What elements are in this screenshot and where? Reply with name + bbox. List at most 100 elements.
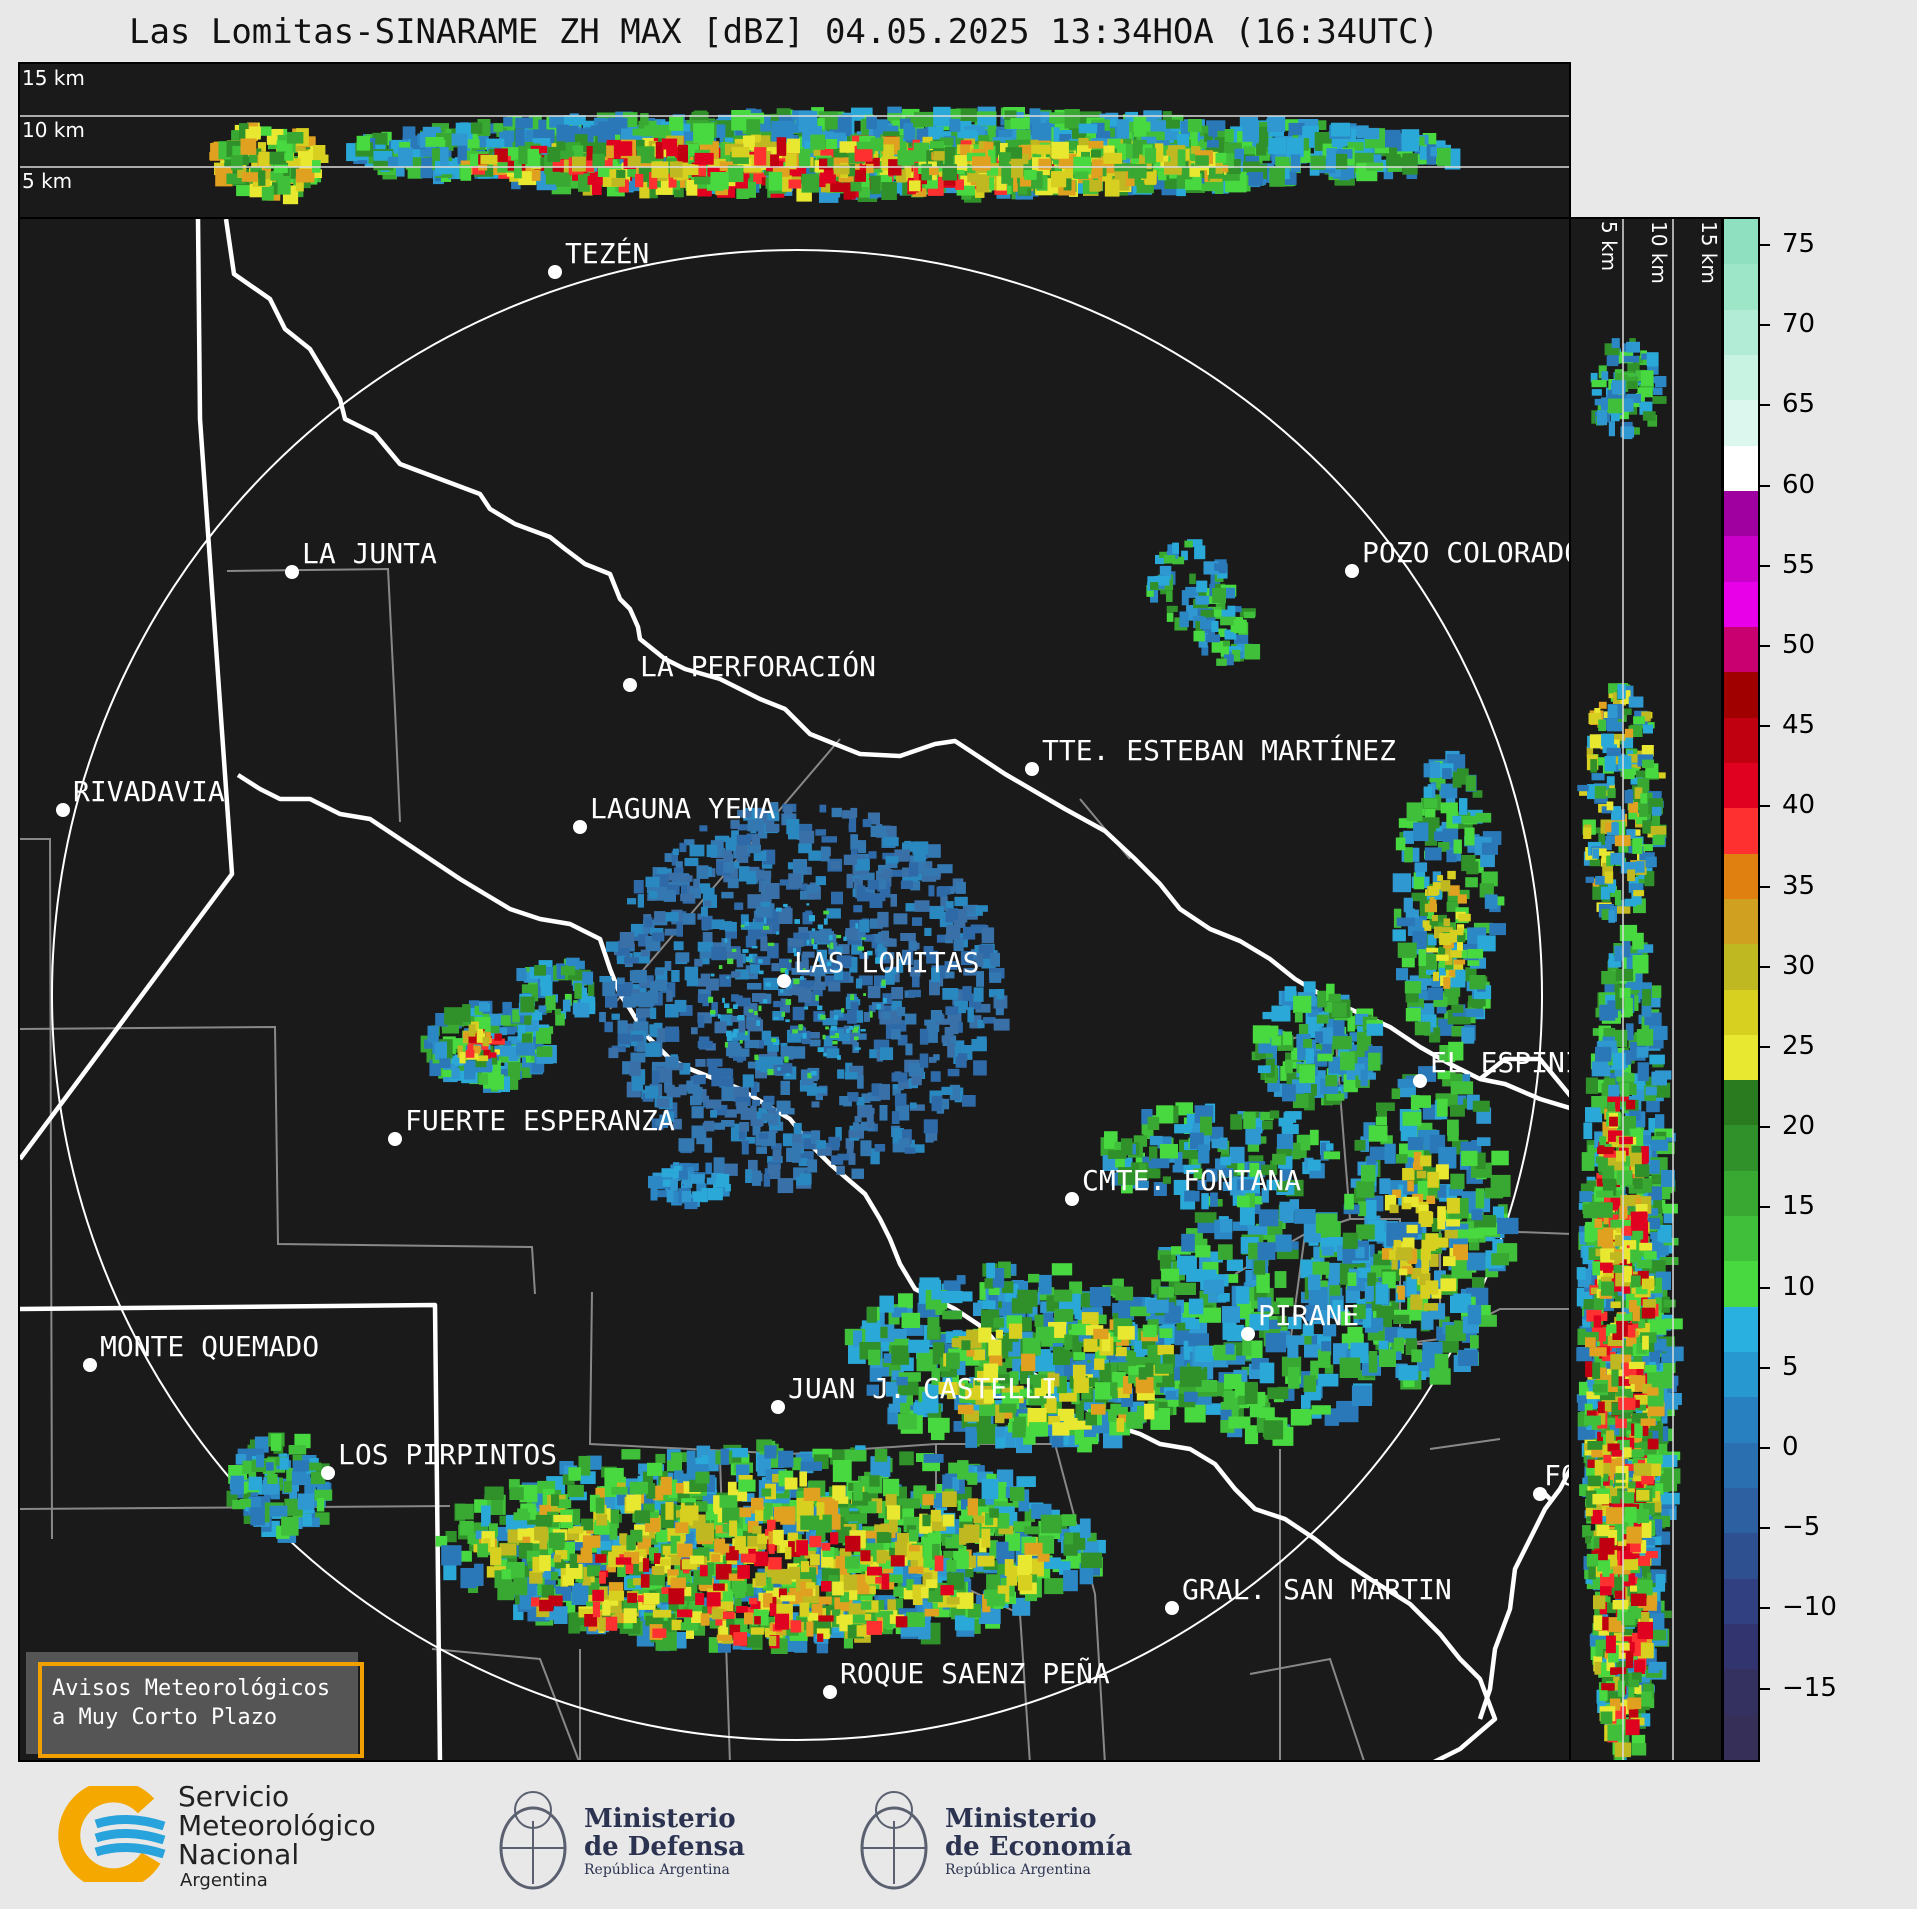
echo-cell [898,1079,912,1089]
echo-cell [669,116,684,131]
echo-cell [738,997,751,1007]
echo-cell [1002,1335,1013,1352]
echo-cell [501,1569,511,1580]
echo-cell [269,151,287,165]
echo-cell [1165,1390,1182,1400]
echo-cell [925,844,941,858]
echo-cell [717,1014,721,1019]
echo-cell [868,851,877,859]
echo-cell [699,883,711,894]
echo-cell [919,1053,929,1068]
echo-cell [959,1527,967,1545]
echo-cell [707,1604,716,1615]
echo-cell [1386,154,1401,166]
echo-cell [922,1514,931,1527]
echo-cell [962,1095,976,1107]
echo-cell [956,1275,966,1285]
echo-cell [1078,137,1089,149]
echo-cell [832,1609,841,1628]
echo-cell [764,1562,774,1578]
echo-cell [787,1612,799,1626]
echo-cell [899,141,907,155]
echo-cell [373,150,393,161]
echo-cell [714,835,730,842]
echo-cell [760,1062,774,1073]
echo-cell [747,925,755,937]
echo-cell [803,1544,817,1552]
echo-cell [811,928,816,932]
echo-cell [550,159,564,167]
echo-cell [829,1010,837,1024]
echo-cell [738,1129,746,1140]
echo-cell [931,967,940,983]
echo-cell [891,1072,908,1082]
echo-cell [592,1601,600,1618]
echo-cell [649,981,658,992]
echo-cell [1157,119,1180,129]
echo-cell [619,1533,628,1544]
altitude-label-10km: 10 km [22,118,85,142]
echo-cell [655,1119,670,1126]
echo-cell [848,1130,861,1138]
echo-cell [1243,146,1255,160]
echo-cell [1110,1403,1128,1416]
echo-cell [796,1497,814,1517]
echo-cell [604,1528,614,1549]
echo-cell [815,829,827,836]
echo-cell [973,1060,987,1076]
echo-cell [751,1081,757,1096]
echo-cell [829,962,842,973]
echo-cell [973,1378,982,1394]
echo-cell [930,1010,942,1022]
echo-cell [1154,143,1164,163]
echo-cell [957,131,979,141]
echo-cell [784,1056,789,1063]
echo-cell [866,163,874,174]
echo-cell [842,810,856,819]
echo-cell [715,1564,732,1580]
echo-cell [999,1403,1017,1413]
echo-cell [983,141,994,150]
echo-cell [799,1080,813,1092]
echo-cell [313,145,326,162]
echo-cell [593,1614,602,1630]
echo-cell [752,1170,762,1186]
echo-cell [754,807,766,820]
echo-cell [835,946,843,953]
echo-cell [508,1479,520,1490]
echo-cell [828,981,841,992]
echo-cell [1144,1403,1155,1420]
echo-cell [599,976,612,983]
echo-cell [627,155,641,167]
echo-cell [778,1450,794,1468]
echo-cell [736,1102,748,1114]
echo-cell [737,824,751,831]
echo-cell [750,1105,757,1122]
echo-cell [981,1528,991,1548]
echo-cell [556,124,569,145]
echo-cell [793,953,800,957]
echo-cell [785,999,792,1005]
echo-cell [718,965,723,969]
echo-cell [611,1013,620,1020]
echo-cell [645,876,660,888]
echo-cell [1099,1363,1111,1382]
echo-cell [681,881,688,898]
echo-cell [1085,1412,1097,1426]
echo-cell [833,164,850,175]
echo-cell [701,915,713,930]
echo-cell [945,1006,959,1015]
echo-cell [848,823,855,832]
echo-cell [665,1056,679,1069]
echo-cell [745,1607,754,1614]
echo-cell [671,850,678,866]
echo-cell [854,145,873,162]
echo-cell [929,906,944,919]
echo-cell [925,1579,937,1589]
echo-cell [779,1586,796,1598]
echo-cell [1027,1408,1047,1427]
echo-cell [765,823,780,833]
echo-cell [876,1084,890,1100]
echo-cell [940,1366,957,1378]
echo-cell [780,1568,792,1585]
